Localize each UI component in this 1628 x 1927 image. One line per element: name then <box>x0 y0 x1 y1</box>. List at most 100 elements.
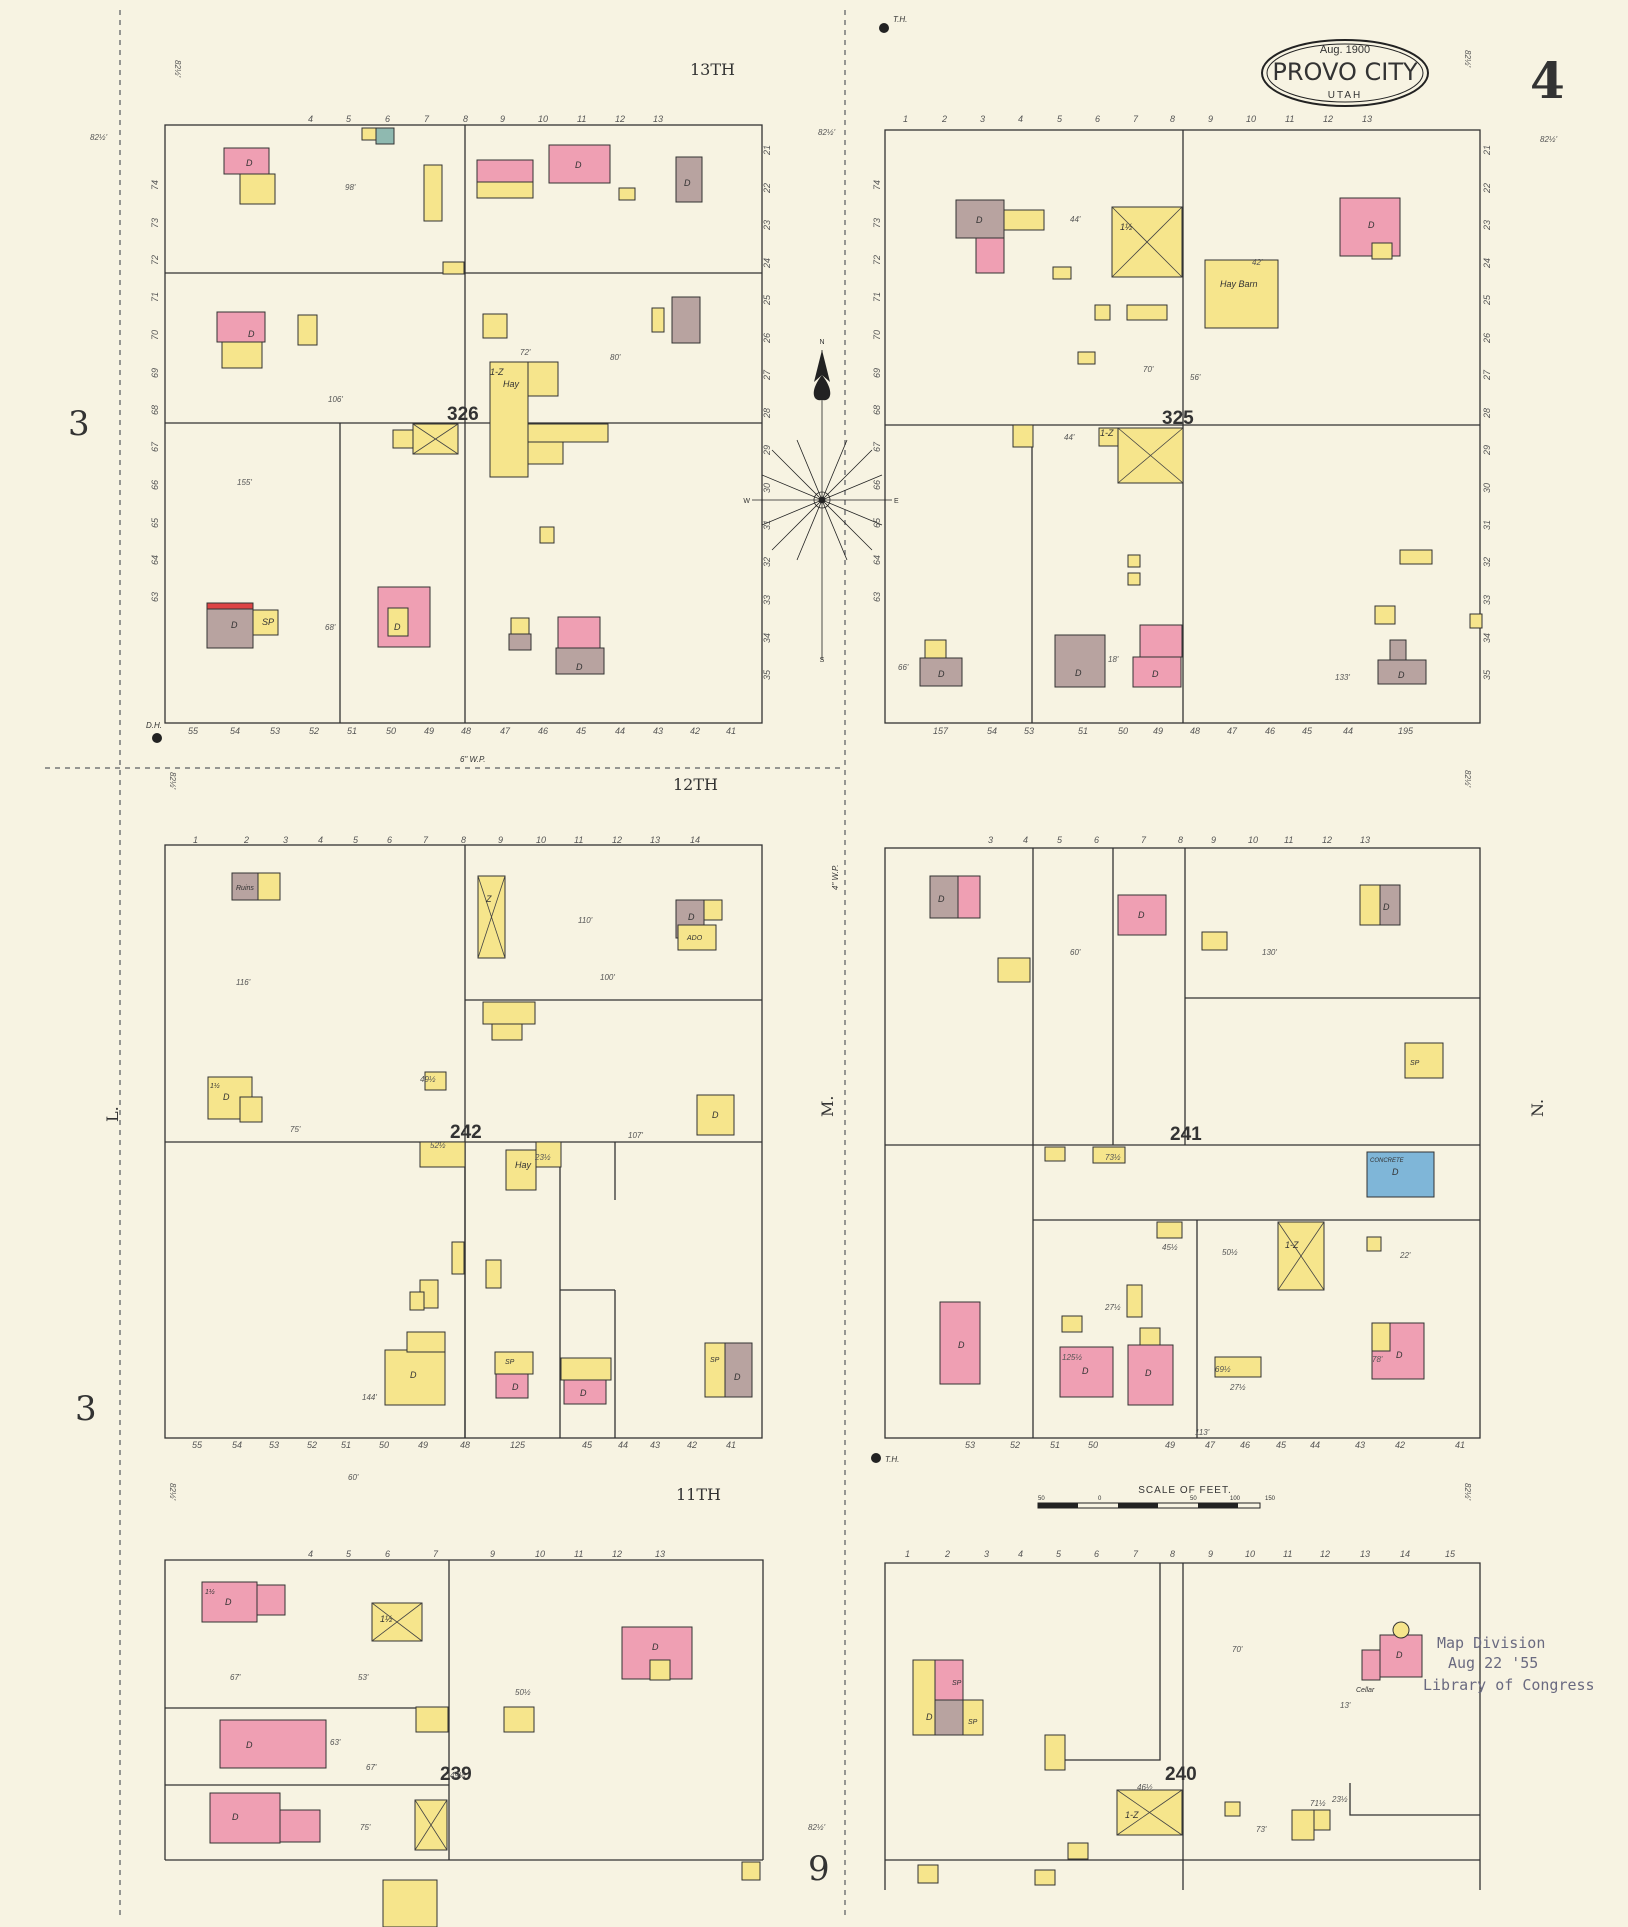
marker-th-mid: T.H. <box>885 1455 899 1464</box>
dimension-label: 27½ <box>1229 1383 1246 1392</box>
label-1half: 1½ <box>210 1082 220 1090</box>
lot-number: 26 <box>762 333 772 344</box>
shed <box>382 1879 438 1927</box>
label-1z: 1-Z <box>1285 1240 1299 1250</box>
dwelling-brick <box>675 156 703 203</box>
label-d: D <box>1368 220 1375 230</box>
street-12th: 12TH <box>673 775 718 794</box>
label-d: D <box>688 912 695 922</box>
dimension-label: 53' <box>358 1673 369 1682</box>
dimension-label: 78' <box>1372 1355 1383 1364</box>
lot-number: 49 <box>1165 1440 1175 1450</box>
dimension-label: 73' <box>1256 1825 1267 1834</box>
lot-number: 49 <box>1153 726 1163 736</box>
scale-of-feet: SCALE OF FEET. 50 0 50 100 150 <box>1037 1485 1276 1509</box>
shed <box>651 307 665 333</box>
dimension-label: 130' <box>1262 948 1277 957</box>
lot-number: 6 <box>387 835 392 845</box>
dimension-label: 116' <box>236 978 251 987</box>
lot-number: 43 <box>650 1440 660 1450</box>
lot-number: 65 <box>872 517 882 528</box>
shed <box>527 441 564 465</box>
lot-number: 48 <box>460 1440 470 1450</box>
adjacent-sheet-9: 9 <box>808 1849 830 1889</box>
lot-number: 54 <box>230 726 240 736</box>
dwelling <box>256 1584 286 1616</box>
water-pipe-label: 6" W.P. <box>460 755 486 764</box>
lot-number: 5 <box>346 1549 352 1559</box>
shed <box>503 1706 535 1733</box>
lot-number: 10 <box>536 835 546 845</box>
lot-number: 5 <box>1057 835 1063 845</box>
scale-title: SCALE OF FEET. <box>1138 1485 1231 1496</box>
dwelling <box>696 1094 735 1136</box>
lot-number: 73 <box>150 218 160 228</box>
porch <box>1359 884 1381 926</box>
compass-north: N <box>819 339 824 346</box>
label-d: D <box>410 1370 417 1380</box>
lot-number: 10 <box>538 114 548 124</box>
dimension-label: 44' <box>1064 433 1075 442</box>
label-sp: SP <box>1410 1060 1420 1067</box>
dimension-label: 113' <box>1195 1428 1210 1437</box>
lot-number: 65 <box>150 517 160 528</box>
lot-number: 4 <box>1023 835 1028 845</box>
lot-number: 71 <box>150 292 160 302</box>
sheet-number: 4 <box>1530 51 1565 110</box>
lot-number: 43 <box>653 726 663 736</box>
lot-number: 35 <box>762 669 772 680</box>
lot-number: 68 <box>872 405 882 415</box>
lot-number: 49 <box>418 1440 428 1450</box>
dimension-label: 46½ <box>1137 1783 1153 1792</box>
shed <box>1127 572 1141 586</box>
shed <box>527 361 559 397</box>
shed <box>527 423 609 443</box>
label-1z: 1-Z <box>1125 1810 1139 1820</box>
lot-number: 27 <box>1482 369 1492 381</box>
dimension-label: 50½ <box>515 1688 531 1697</box>
shed <box>451 1241 465 1275</box>
shed <box>510 617 530 635</box>
title-cartouche: Aug. 1900 PROVO CITY UTAH <box>1261 39 1429 107</box>
shed <box>1126 304 1168 321</box>
lot-number: 14 <box>1400 1549 1410 1559</box>
lot-number: 7 <box>1133 1549 1139 1559</box>
shed <box>1374 605 1396 625</box>
porch <box>239 1096 263 1123</box>
label-d: D <box>580 1388 587 1398</box>
lot-number: 8 <box>461 835 466 845</box>
cartouche-state: UTAH <box>1328 90 1362 101</box>
label-d: D <box>394 622 401 632</box>
dwelling <box>377 586 431 648</box>
dimension-label: 66' <box>898 663 909 672</box>
lot-number: 32 <box>762 557 772 567</box>
label-sp: SP <box>710 1357 720 1364</box>
dwelling <box>1059 1346 1114 1398</box>
label-z: Z <box>485 894 492 904</box>
lot-number: 3 <box>988 835 993 845</box>
lot-number: 13 <box>1360 1549 1370 1559</box>
dimension-label: 50½ <box>1222 1248 1238 1257</box>
lot-number: 22 <box>762 183 772 194</box>
scale-tick: 0 <box>1098 1496 1102 1502</box>
shed <box>392 429 414 449</box>
street-width: 82½' <box>808 1823 826 1832</box>
lot-number: 71 <box>872 292 882 302</box>
lot-number: 8 <box>1178 835 1183 845</box>
lot-number: 5 <box>1056 1549 1062 1559</box>
dimension-label: 13' <box>1340 1701 1351 1710</box>
brick-front <box>206 602 254 610</box>
lot-number: 53 <box>965 1440 975 1450</box>
block-outlines <box>164 124 1481 1890</box>
dwelling-brick <box>955 199 1005 239</box>
lot-number: 1 <box>903 114 908 124</box>
lot-number: 5 <box>346 114 352 124</box>
label-d: D <box>512 1382 519 1392</box>
label-d: D <box>926 1712 933 1722</box>
dimension-label: 52½ <box>430 1141 446 1150</box>
dwelling-brick <box>1379 884 1401 926</box>
label-d: D <box>938 894 945 904</box>
lot-number: 11 <box>1283 1549 1292 1559</box>
lot-number: 32 <box>1482 557 1492 567</box>
block-326: 326 <box>447 404 479 425</box>
